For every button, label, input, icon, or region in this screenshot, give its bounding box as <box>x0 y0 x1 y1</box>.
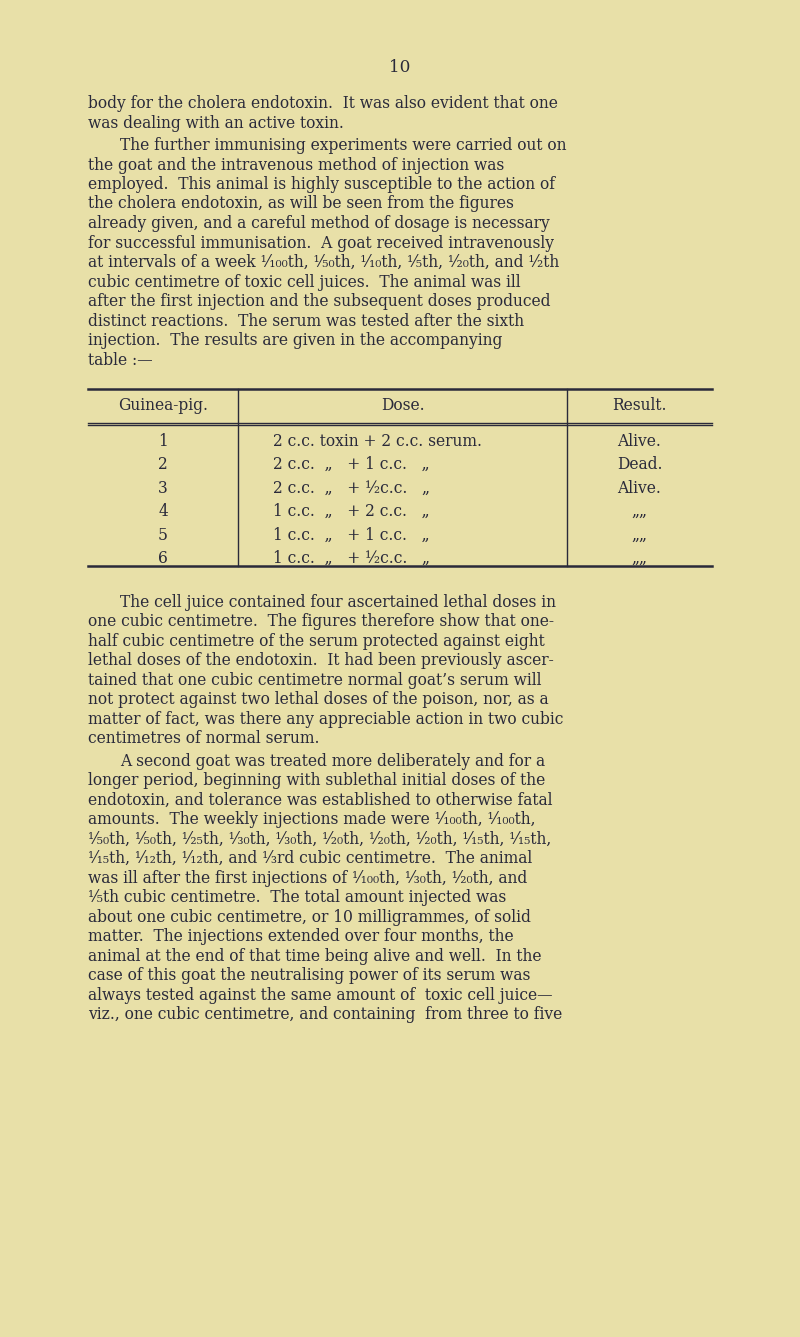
Text: amounts.  The weekly injections made were ¹⁄₁₀₀th, ¹⁄₁₀₀th,: amounts. The weekly injections made were… <box>88 812 535 828</box>
Text: at intervals of a week ¹⁄₁₀₀th, ¹⁄₅₀th, ¹⁄₁₀th, ¹⁄₅th, ¹⁄₂₀th, and ¹⁄₂th: at intervals of a week ¹⁄₁₀₀th, ¹⁄₅₀th, … <box>88 254 559 271</box>
Text: ¹⁄₅₀th, ¹⁄₅₀th, ¹⁄₂₅th, ¹⁄₃₀th, ¹⁄₃₀th, ¹⁄₂₀th, ¹⁄₂₀th, ¹⁄₂₀th, ¹⁄₁₅th, ¹⁄₁₅th,: ¹⁄₅₀th, ¹⁄₅₀th, ¹⁄₂₅th, ¹⁄₃₀th, ¹⁄₃₀th, … <box>88 830 551 848</box>
Text: The further immunising experiments were carried out on: The further immunising experiments were … <box>120 136 566 154</box>
Text: 1 c.c.  „   + 1 c.c.   „: 1 c.c. „ + 1 c.c. „ <box>273 527 430 544</box>
Text: centimetres of normal serum.: centimetres of normal serum. <box>88 730 319 747</box>
Text: one cubic centimetre.  The figures therefore show that one-: one cubic centimetre. The figures theref… <box>88 612 554 630</box>
Text: Dead.: Dead. <box>617 456 662 473</box>
Text: 1 c.c.  „   + ½c.c.   „: 1 c.c. „ + ½c.c. „ <box>273 550 430 567</box>
Text: half cubic centimetre of the serum protected against eight: half cubic centimetre of the serum prote… <box>88 632 545 650</box>
Text: for successful immunisation.  A goat received intravenously: for successful immunisation. A goat rece… <box>88 234 554 251</box>
Text: about one cubic centimetre, or 10 milligrammes, of solid: about one cubic centimetre, or 10 millig… <box>88 909 531 925</box>
Text: was ill after the first injections of ¹⁄₁₀₀th, ¹⁄₃₀th, ¹⁄₂₀th, and: was ill after the first injections of ¹⁄… <box>88 869 527 886</box>
Text: 3: 3 <box>158 480 168 496</box>
Text: employed.  This animal is highly susceptible to the action of: employed. This animal is highly suscepti… <box>88 176 555 193</box>
Text: cubic centimetre of toxic cell juices.  The animal was ill: cubic centimetre of toxic cell juices. T… <box>88 274 521 290</box>
Text: was dealing with an active toxin.: was dealing with an active toxin. <box>88 115 344 131</box>
Text: „„: „„ <box>631 503 647 520</box>
Text: The cell juice contained four ascertained lethal doses in: The cell juice contained four ascertaine… <box>120 594 556 611</box>
Text: „„: „„ <box>631 527 647 544</box>
Text: animal at the end of that time being alive and well.  In the: animal at the end of that time being ali… <box>88 948 542 964</box>
Text: injection.  The results are given in the accompanying: injection. The results are given in the … <box>88 332 502 349</box>
Text: Guinea-pig.: Guinea-pig. <box>118 397 208 414</box>
Text: 1 c.c.  „   + 2 c.c.   „: 1 c.c. „ + 2 c.c. „ <box>273 503 430 520</box>
Text: 2 c.c.  „   + 1 c.c.   „: 2 c.c. „ + 1 c.c. „ <box>273 456 430 473</box>
Text: not protect against two lethal doses of the poison, nor, as a: not protect against two lethal doses of … <box>88 691 549 709</box>
Text: 2: 2 <box>158 456 168 473</box>
Text: 2 c.c.  „   + ½c.c.   „: 2 c.c. „ + ½c.c. „ <box>273 480 430 496</box>
Text: ¹⁄₁₅th, ¹⁄₁₂th, ¹⁄₁₂th, and ¹⁄₃rd cubic centimetre.  The animal: ¹⁄₁₅th, ¹⁄₁₂th, ¹⁄₁₂th, and ¹⁄₃rd cubic … <box>88 850 532 866</box>
Text: 5: 5 <box>158 527 168 544</box>
Text: the goat and the intravenous method of injection was: the goat and the intravenous method of i… <box>88 156 504 174</box>
Text: 1: 1 <box>158 432 168 449</box>
Text: the cholera endotoxin, as will be seen from the figures: the cholera endotoxin, as will be seen f… <box>88 195 514 213</box>
Text: case of this goat the neutralising power of its serum was: case of this goat the neutralising power… <box>88 967 530 984</box>
Text: ¹⁄₅th cubic centimetre.  The total amount injected was: ¹⁄₅th cubic centimetre. The total amount… <box>88 889 506 906</box>
Text: after the first injection and the subsequent doses produced: after the first injection and the subseq… <box>88 293 550 310</box>
Text: Alive.: Alive. <box>618 480 662 496</box>
Text: matter of fact, was there any appreciable action in two cubic: matter of fact, was there any appreciabl… <box>88 710 563 727</box>
Text: 6: 6 <box>158 550 168 567</box>
Text: Alive.: Alive. <box>618 432 662 449</box>
Text: tained that one cubic centimetre normal goat’s serum will: tained that one cubic centimetre normal … <box>88 671 542 689</box>
Text: always tested against the same amount of  toxic cell juice—: always tested against the same amount of… <box>88 987 553 1004</box>
Text: „„: „„ <box>631 550 647 567</box>
Text: endotoxin, and tolerance was established to otherwise fatal: endotoxin, and tolerance was established… <box>88 792 553 809</box>
Text: viz., one cubic centimetre, and containing  from three to five: viz., one cubic centimetre, and containi… <box>88 1005 562 1023</box>
Text: A second goat was treated more deliberately and for a: A second goat was treated more deliberat… <box>120 753 545 770</box>
Text: 10: 10 <box>390 59 410 76</box>
Text: distinct reactions.  The serum was tested after the sixth: distinct reactions. The serum was tested… <box>88 313 524 329</box>
Text: matter.  The injections extended over four months, the: matter. The injections extended over fou… <box>88 928 514 945</box>
Text: lethal doses of the endotoxin.  It had been previously ascer-: lethal doses of the endotoxin. It had be… <box>88 652 554 668</box>
Text: Result.: Result. <box>612 397 666 414</box>
Text: already given, and a careful method of dosage is necessary: already given, and a careful method of d… <box>88 215 550 233</box>
Text: body for the cholera endotoxin.  It was also evident that one: body for the cholera endotoxin. It was a… <box>88 95 558 112</box>
Text: 4: 4 <box>158 503 168 520</box>
Text: table :—: table :— <box>88 352 153 369</box>
Text: Dose.: Dose. <box>381 397 424 414</box>
Text: 2 c.c. toxin + 2 c.c. serum.: 2 c.c. toxin + 2 c.c. serum. <box>273 432 482 449</box>
Text: longer period, beginning with sublethal initial doses of the: longer period, beginning with sublethal … <box>88 771 546 789</box>
